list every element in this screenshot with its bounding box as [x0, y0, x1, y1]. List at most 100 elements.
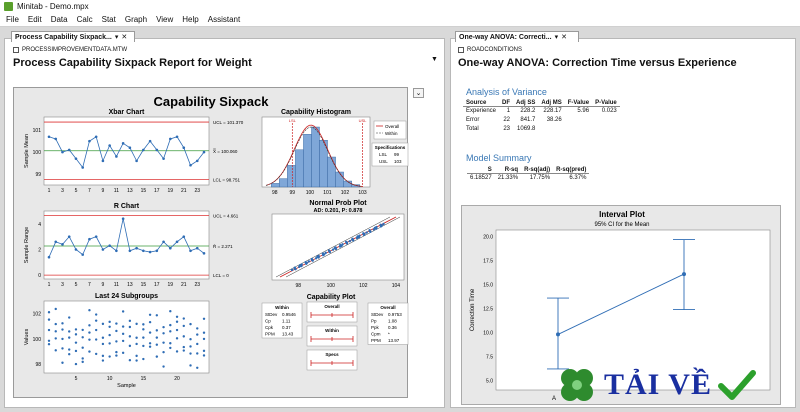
subgroups-point [61, 337, 64, 341]
subgroups-point [169, 342, 172, 345]
probplot-point [327, 249, 331, 252]
xbar-chart-xtick: 7 [88, 188, 91, 194]
menu-edit[interactable]: Edit [27, 15, 42, 24]
menu-help[interactable]: Help [182, 15, 199, 24]
menu-calc[interactable]: Calc [76, 15, 93, 24]
r-chart-series-line [48, 218, 205, 258]
r-chart-point [94, 235, 98, 238]
menu-stat[interactable]: Stat [101, 15, 116, 24]
histogram-xtick: 101 [323, 190, 332, 196]
xbar-chart-point [61, 150, 64, 154]
subgroups-point [182, 324, 185, 328]
right-report-title: One-way ANOVA: Correction Time versus Ex… [458, 57, 737, 69]
r-chart-point [74, 248, 78, 251]
r-chart-point [88, 237, 91, 241]
table-cell: 841.7 [520, 117, 536, 123]
xbar-chart-point [101, 159, 105, 163]
xbar-chart-point [54, 137, 58, 141]
menu-view[interactable]: View [156, 15, 174, 24]
probplot-point [344, 240, 348, 244]
subgroups-ylabel: Values [24, 329, 30, 346]
menu-file[interactable]: File [6, 15, 19, 24]
probplot-point [365, 231, 368, 234]
subgroups-point [115, 322, 118, 325]
tab-one-way-anova[interactable]: One-way ANOVA: Correcti... ▾ ✕ [455, 31, 579, 42]
subgroups-point [61, 347, 64, 350]
subgroups-point [175, 337, 179, 340]
subgroups-point [115, 354, 118, 357]
subgroups-point [121, 351, 125, 355]
capplot-within-title: Within [275, 305, 289, 310]
xbar-chart-point [115, 155, 118, 158]
r-chart-point [121, 217, 125, 220]
subgroups-point [135, 359, 138, 362]
xbar-chart-point [148, 139, 152, 143]
subgroups-point [189, 338, 192, 341]
tab-process-capability[interactable]: Process Capability Sixpack... ▾ ✕ [11, 31, 135, 42]
r-chart-point [195, 246, 199, 250]
table-row: Total 23 1069.8 [463, 125, 620, 134]
subgroups-point [135, 342, 138, 346]
close-icon[interactable]: ✕ [121, 34, 128, 41]
subgroups-point [169, 310, 172, 313]
subgroups-point [74, 362, 78, 366]
r-chart-point [155, 249, 159, 253]
subgroups-point [128, 325, 132, 329]
subgroups-point [182, 349, 185, 352]
window-title: Minitab - Demo.mpx [17, 2, 89, 11]
xbar-chart-point [108, 144, 111, 147]
tab-label: One-way ANOVA: Correcti... [459, 33, 552, 41]
graph-options-button[interactable]: ⌄ [413, 88, 424, 98]
worksheet-label: PROCESSIMPROVEMENTDATA.MTW [13, 47, 127, 53]
subgroups-point [135, 322, 138, 326]
r-chart-ytick: 4 [38, 222, 41, 228]
table-cell: Experience [466, 108, 497, 114]
subgroups-point [61, 328, 64, 331]
interval-mean-connector [557, 273, 685, 335]
r-chart-xtick: 13 [127, 282, 133, 288]
subgroups-point [108, 325, 111, 328]
collapse-arrow-icon[interactable]: ▼ [431, 55, 438, 63]
subgroups-point [88, 338, 91, 341]
pin-icon[interactable]: ▾ [554, 34, 559, 41]
table-cell: 38.26 [546, 117, 562, 123]
subgroups-point [202, 349, 206, 353]
subgroups-point [155, 355, 159, 358]
r-chart-center-label: R̄ = 2.271 [213, 243, 233, 249]
subgroups-point [81, 360, 84, 364]
xbar-chart-point [162, 157, 165, 160]
minitab-logo-icon [4, 2, 13, 11]
subgroups-point [88, 324, 91, 327]
capplot-title: Capability Plot [307, 294, 356, 301]
column-header: R-sq(pred) [553, 167, 590, 174]
xbar-chart-xtick: 17 [154, 188, 160, 194]
subgroups-point [128, 359, 132, 362]
pin-icon[interactable]: ▾ [114, 34, 119, 41]
subgroups-ytick: 98 [35, 362, 41, 368]
subgroups-point [162, 341, 165, 344]
subgroups-point [88, 331, 91, 334]
histogram-within-curve [265, 126, 363, 187]
capplot-within-stat-label: Cpk [265, 325, 274, 330]
subgroups-point [189, 345, 192, 348]
subgroups-point [68, 348, 71, 351]
probplot-point [321, 252, 325, 255]
menu-assistant[interactable]: Assistant [207, 15, 241, 24]
interval-ytick: 10.0 [483, 331, 493, 337]
xbar-chart-xtick: 23 [194, 188, 200, 194]
capplot-overall-stat-label: PPM [371, 338, 381, 343]
close-icon[interactable]: ✕ [561, 34, 567, 41]
menu-data[interactable]: Data [50, 15, 68, 24]
menu-graph[interactable]: Graph [124, 15, 148, 24]
capplot-overall-title: Overall [380, 305, 395, 310]
r-chart-point [101, 248, 105, 251]
probplot-xtick: 102 [359, 283, 368, 289]
subgroups-point [47, 339, 51, 342]
subgroups-point [88, 350, 91, 353]
subgroups-point [142, 357, 145, 361]
aov-table: Source DF Adj SS Adj MS F-Value P-Value Experi… [463, 100, 620, 134]
subgroups-xtick: 10 [107, 376, 113, 382]
xbar-chart-xtick: 15 [141, 188, 147, 194]
subgroups-point [81, 346, 84, 349]
subgroups-point [196, 333, 199, 336]
